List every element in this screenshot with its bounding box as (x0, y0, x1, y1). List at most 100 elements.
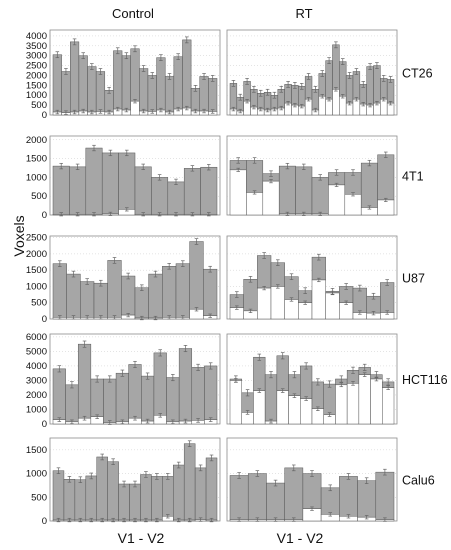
bar-calu6-control-14 (205, 457, 218, 521)
bar-hct116-control-2 (77, 343, 92, 419)
bar-inner-u87-rt-3 (270, 286, 285, 320)
bar-ct26-control-10 (139, 68, 149, 112)
bar-ct26-control-8 (121, 55, 131, 111)
bar-ct26-control-4 (87, 66, 97, 113)
bar-calu6-control-2 (74, 479, 87, 521)
bar-ct26-control-14 (173, 56, 183, 110)
bar-inner-ct26-rt-15 (332, 89, 340, 116)
bar-4t1-rt-4 (295, 166, 313, 215)
bar-ct26-control-9 (130, 48, 140, 102)
bar-4t1-rt-8 (360, 162, 378, 208)
bar-inner-hct116-rt-5 (288, 395, 301, 425)
bar-calu6-rt-4 (302, 473, 322, 509)
bar-4t1-control-4 (118, 152, 136, 210)
ytick-4t1-2: 1000 (26, 172, 47, 183)
bar-hct116-rt-6 (300, 365, 313, 399)
bar-calu6-rt-2 (266, 482, 285, 520)
bar-hct116-control-1 (65, 384, 79, 423)
bar-inner-4t1-rt-6 (328, 184, 346, 216)
ytick-ct26-0: 0 (42, 110, 47, 121)
bar-u87-control-6 (134, 287, 149, 319)
bar-inner-ct26-rt-14 (325, 98, 333, 116)
bar-inner-4t1-rt-0 (229, 169, 247, 216)
bar-inner-u87-rt-4 (284, 299, 299, 320)
ytick-ct26-8: 4000 (26, 31, 47, 42)
bar-inner-ct26-rt-16 (339, 95, 347, 116)
row-label-calu6: Calu6 (402, 474, 435, 488)
bar-ct26-rt-17 (345, 75, 354, 104)
bar-u87-control-11 (203, 268, 218, 316)
ytick-hct116-5: 5000 (26, 346, 47, 357)
ytick-hct116-4: 4000 (26, 361, 47, 372)
bar-ct26-rt-18 (352, 71, 361, 100)
ytick-4t1-4: 2000 (26, 135, 47, 146)
bar-calu6-control-4 (96, 456, 108, 521)
ytick-ct26-4: 2000 (26, 70, 47, 81)
bar-ct26-control-13 (164, 76, 175, 113)
bar-hct116-control-0 (52, 368, 66, 420)
bar-ct26-rt-11 (304, 76, 313, 100)
bar-u87-control-5 (121, 275, 136, 316)
bar-ct26-control-12 (156, 57, 166, 111)
bar-u87-rt-2 (257, 255, 272, 289)
ytick-ct26-5: 2500 (26, 61, 47, 72)
bar-u87-control-1 (66, 273, 81, 318)
bar-inner-4t1-rt-2 (262, 180, 280, 216)
bar-calu6-rt-3 (284, 467, 304, 520)
bar-inner-4t1-rt-1 (246, 192, 264, 216)
bar-calu6-control-10 (162, 476, 174, 517)
bar-hct116-control-6 (128, 364, 142, 419)
bar-inner-u87-rt-6 (311, 279, 326, 320)
bar-calu6-rt-0 (229, 475, 249, 520)
bar-ct26-rt-14 (325, 60, 333, 100)
ytick-u87-3: 1500 (26, 265, 47, 276)
bar-u87-rt-3 (270, 262, 285, 287)
ytick-ct26-2: 1000 (26, 90, 47, 101)
bar-4t1-rt-7 (344, 172, 362, 195)
bar-u87-rt-4 (284, 276, 299, 300)
bar-inner-hct116-rt-6 (300, 398, 313, 425)
bar-u87-control-4 (107, 260, 122, 318)
bar-calu6-rt-6 (339, 476, 358, 517)
bar-hct116-rt-8 (323, 383, 336, 415)
bar-hct116-control-10 (178, 348, 193, 422)
ytick-hct116-1: 1000 (26, 404, 47, 415)
bar-inner-hct116-rt-0 (229, 380, 242, 425)
bar-calu6-control-8 (140, 474, 152, 521)
bar-calu6-rt-7 (357, 480, 377, 518)
bar-4t1-control-0 (52, 165, 70, 215)
bar-4t1-control-8 (183, 168, 201, 215)
bar-u87-rt-11 (380, 282, 395, 313)
bar-ct26-control-0 (52, 54, 62, 113)
x-axis-label-rt: V1 - V2 (277, 530, 324, 546)
bar-4t1-control-3 (101, 152, 119, 215)
bar-ct26-control-2 (70, 41, 80, 113)
row-label-u87: U87 (402, 272, 425, 286)
bar-inner-u87-rt-7 (325, 292, 340, 320)
ytick-u87-2: 1000 (26, 281, 47, 292)
bar-inner-4t1-rt-9 (377, 199, 395, 216)
bar-inner-ct26-rt-22 (380, 98, 388, 116)
row-label-hct116: HCT116 (402, 373, 448, 387)
bar-calu6-control-6 (118, 483, 130, 521)
bar-calu6-control-13 (194, 467, 207, 520)
column-title-rt: RT (295, 6, 312, 21)
bar-4t1-rt-1 (246, 160, 264, 193)
bar-u87-control-9 (175, 263, 190, 318)
bar-calu6-control-0 (52, 470, 65, 521)
bar-inner-ct26-rt-11 (304, 98, 313, 116)
bar-inner-hct116-rt-13 (382, 387, 395, 425)
bar-inner-hct116-rt-7 (311, 408, 324, 425)
bar-ct26-control-5 (95, 71, 106, 112)
bar-calu6-control-5 (107, 461, 119, 521)
ytick-u87-4: 2000 (26, 249, 47, 260)
bar-hct116-control-3 (90, 378, 104, 417)
bar-calu6-control-7 (129, 483, 141, 521)
bar-4t1-rt-3 (278, 165, 296, 215)
bar-ct26-rt-15 (332, 44, 340, 90)
ytick-hct116-6: 6000 (26, 332, 47, 343)
bar-ct26-rt-16 (339, 61, 347, 97)
bar-4t1-control-9 (200, 166, 218, 215)
bar-u87-control-3 (93, 282, 108, 318)
